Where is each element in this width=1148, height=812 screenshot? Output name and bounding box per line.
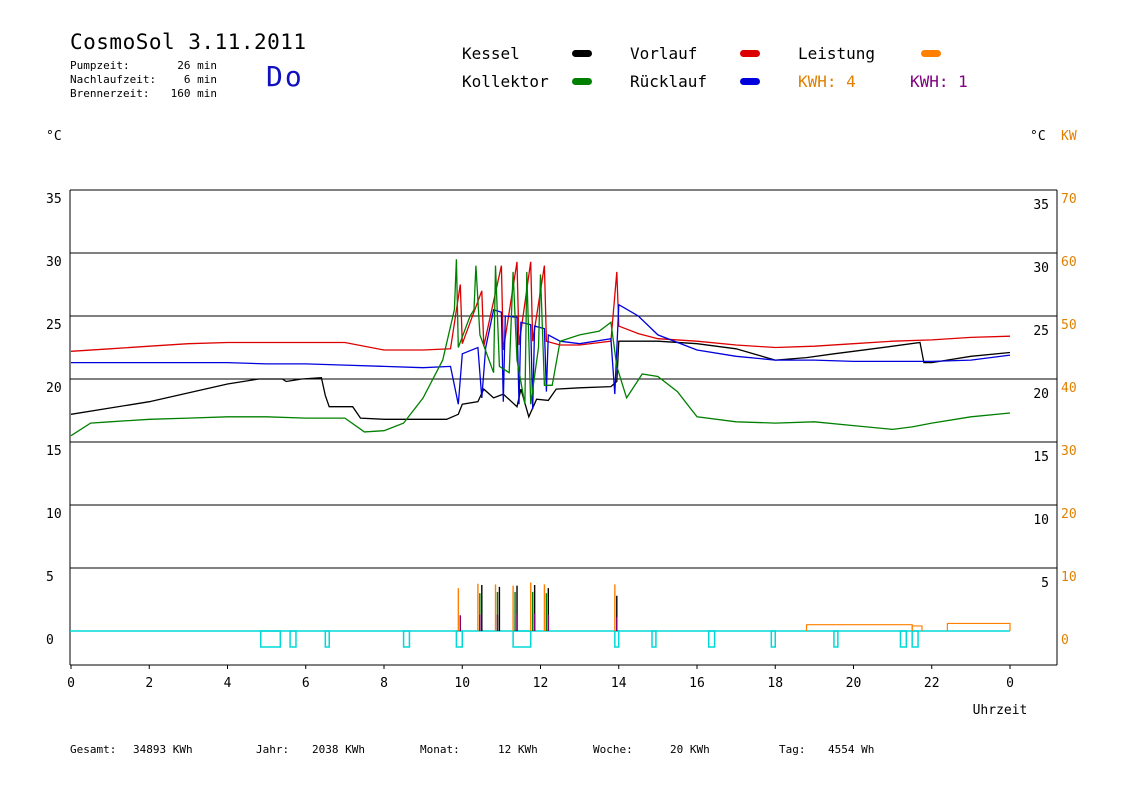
pump-interval [651, 630, 657, 648]
y-tick-kw-label: 30 [1061, 444, 1077, 459]
pump-interval [260, 630, 282, 648]
x-tick-label: 2 [145, 676, 153, 691]
x-tick-label: 4 [224, 676, 232, 691]
pump-interval [455, 630, 464, 648]
y-tick-left-label: 10 [46, 507, 62, 522]
x-tick-label: 14 [611, 676, 627, 691]
y-tick-kw-label: 70 [1061, 192, 1077, 207]
x-tick-label: 0 [67, 676, 75, 691]
pump-interval [402, 630, 411, 648]
y-tick-left-label: 0 [46, 633, 54, 648]
legend-kollektor-label: Kollektor [462, 72, 549, 91]
leistung-level [805, 624, 913, 631]
x-axis-label: Uhrzeit [973, 703, 1028, 718]
footer-monat-value: 12 KWh [498, 743, 538, 756]
weekday-label: Do [266, 60, 304, 93]
footer-monat-label: Monat: [420, 743, 460, 756]
legend-kollektor-swatch [572, 78, 592, 85]
y-tick-kw-label: 10 [1061, 570, 1077, 585]
footer-tag-value: 4554 Wh [828, 743, 875, 756]
legend-kessel-label: Kessel [462, 44, 520, 63]
legend-kwh-4: KWH: 4 [798, 72, 856, 91]
pump-interval [899, 630, 908, 648]
y-tick-kw-label: 60 [1061, 255, 1077, 270]
y-tick-left-label: 35 [46, 192, 62, 207]
series-kollektor [70, 259, 1011, 437]
footer-gesamt-value: 34893 KWh [133, 743, 193, 756]
y-tick-kw-label: 50 [1061, 318, 1077, 333]
unit-right-celsius: °C [1030, 129, 1046, 144]
legend-leistung-label: Leistung [798, 44, 876, 63]
pump-interval [911, 630, 919, 648]
x-tick-label: 6 [302, 676, 310, 691]
info-nachlaufzeit-label: Nachlaufzeit: [70, 73, 157, 86]
footer-gesamt-label: Gesamt: [70, 743, 117, 756]
leistung-level [911, 625, 923, 631]
y-tick-right-label: 20 [1033, 387, 1049, 402]
y-tick-left-label: 5 [46, 570, 54, 585]
leistung-level [946, 622, 1011, 631]
info-nachlaufzeit-value: 6 min [183, 73, 217, 86]
pump-interval [833, 630, 839, 648]
series-vorlauf [70, 261, 1011, 352]
x-tick-label: 20 [846, 676, 862, 691]
footer-tag-label: Tag: [779, 743, 806, 756]
legend-kessel-swatch [572, 50, 592, 57]
footer-woche-value: 20 KWh [670, 743, 710, 756]
legend-leistung-swatch [921, 50, 941, 57]
y-tick-left-label: 30 [46, 255, 62, 270]
unit-left-celsius: °C [46, 129, 62, 144]
pump-interval [289, 630, 297, 648]
footer-jahr-value: 2038 KWh [312, 743, 365, 756]
x-tick-label: 8 [380, 676, 388, 691]
y-tick-right-label: 5 [1041, 576, 1049, 591]
series-kessel [70, 340, 1011, 420]
y-tick-kw-label: 20 [1061, 507, 1077, 522]
info-pumpzeit-label: Pumpzeit: [70, 59, 130, 72]
legend-vorlauf-swatch [740, 50, 760, 57]
x-tick-label: 12 [533, 676, 549, 691]
pump-interval [770, 630, 777, 648]
info-brennerzeit-value: 160 min [170, 87, 217, 100]
footer-jahr-label: Jahr: [256, 743, 290, 756]
y-tick-kw-label: 0 [1061, 633, 1069, 648]
y-tick-left-label: 20 [46, 381, 62, 396]
x-tick-label: 10 [454, 676, 470, 691]
legend-ruecklauf-label: Rücklauf [630, 72, 708, 91]
y-tick-right-label: 30 [1033, 261, 1049, 276]
legend-vorlauf-label: Vorlauf [630, 44, 698, 63]
pump-interval [324, 630, 330, 648]
y-tick-kw-label: 40 [1061, 381, 1077, 396]
info-brennerzeit-label: Brennerzeit: [70, 87, 150, 100]
chart-title: CosmoSol 3.11.2011 [70, 30, 307, 54]
y-tick-right-label: 25 [1033, 324, 1049, 339]
footer-woche-label: Woche: [593, 743, 633, 756]
series-ruecklauf [71, 303, 1011, 410]
x-tick-label: 16 [689, 676, 705, 691]
legend-ruecklauf-swatch [740, 78, 760, 85]
y-tick-right-label: 15 [1033, 450, 1049, 465]
x-tick-label: 22 [924, 676, 940, 691]
info-pumpzeit-value: 26 min [177, 59, 217, 72]
pump-interval [512, 630, 532, 648]
y-tick-left-label: 15 [46, 444, 62, 459]
y-tick-left-label: 25 [46, 318, 62, 333]
x-tick-label: 0 [1006, 676, 1014, 691]
x-tick-label: 18 [767, 676, 783, 691]
pump-interval [707, 630, 716, 648]
y-tick-right-label: 10 [1033, 513, 1049, 528]
pump-interval [614, 630, 620, 648]
unit-right-kw: KW [1061, 129, 1077, 144]
y-tick-right-label: 35 [1033, 198, 1049, 213]
legend-kwh-1: KWH: 1 [910, 72, 968, 91]
